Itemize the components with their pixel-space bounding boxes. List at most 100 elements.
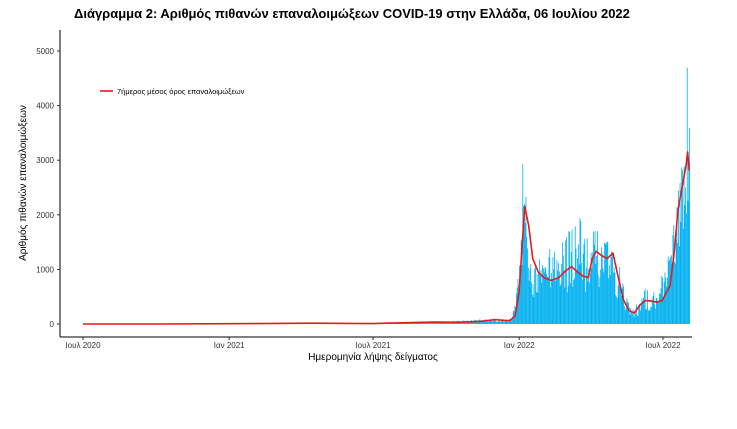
daily-bar	[672, 235, 674, 324]
daily-bar	[427, 322, 429, 324]
y-axis-title: Αριθμός πιθανών επαναλοιμώξεων	[17, 105, 29, 261]
daily-bar	[592, 252, 594, 324]
daily-bar	[628, 302, 629, 324]
daily-bar	[468, 322, 470, 324]
daily-bar	[627, 301, 629, 324]
y-tick-label: 2000	[36, 211, 54, 220]
daily-bar	[615, 295, 617, 324]
daily-bar	[549, 249, 551, 324]
daily-bar	[547, 276, 548, 324]
daily-bar	[561, 263, 563, 324]
daily-bar	[656, 298, 658, 324]
daily-bar	[527, 267, 529, 324]
daily-bar	[504, 320, 506, 324]
daily-bar	[659, 293, 660, 324]
daily-bar	[502, 320, 504, 324]
daily-bar	[496, 321, 497, 324]
x-axis-title: Ημερομηνία λήψης δείγματος	[308, 351, 438, 363]
daily-bars	[86, 67, 691, 324]
daily-bar	[500, 320, 502, 324]
daily-bar	[574, 226, 576, 324]
daily-bar	[582, 253, 584, 324]
daily-bar	[677, 242, 679, 324]
daily-bar	[432, 321, 434, 324]
daily-bar	[556, 260, 558, 324]
daily-bar	[467, 322, 469, 324]
daily-bar	[597, 231, 598, 324]
daily-bar	[610, 257, 612, 324]
daily-bar	[645, 309, 647, 324]
daily-bar	[663, 281, 665, 324]
daily-bar	[640, 304, 642, 324]
x-tick-label: Ιουλ 2020	[65, 341, 101, 350]
daily-bar	[523, 205, 524, 324]
daily-bar	[504, 321, 505, 324]
daily-bar	[630, 308, 632, 324]
daily-bar	[498, 319, 500, 324]
daily-bar	[481, 320, 483, 324]
daily-bar	[646, 308, 648, 324]
daily-bar	[501, 319, 503, 324]
daily-bar	[579, 218, 581, 324]
daily-bar	[643, 298, 644, 324]
y-tick-label: 0	[50, 320, 55, 329]
daily-bar	[440, 322, 442, 324]
daily-bar	[575, 248, 577, 324]
daily-bar	[542, 264, 544, 324]
daily-bar	[541, 282, 543, 324]
daily-bar	[423, 322, 424, 324]
daily-bar	[593, 231, 594, 324]
y-tick-label: 3000	[36, 156, 54, 165]
daily-bar	[636, 315, 638, 324]
daily-bar	[505, 319, 507, 324]
daily-bar	[488, 321, 490, 324]
x-tick-label: Ιουλ 2022	[645, 341, 681, 350]
daily-bar	[580, 220, 582, 324]
daily-bar	[668, 260, 670, 324]
daily-bar	[477, 322, 479, 324]
daily-bar	[428, 323, 430, 324]
daily-bar	[511, 318, 513, 324]
daily-bar	[408, 323, 410, 324]
daily-bar	[643, 291, 645, 324]
daily-bar	[489, 319, 491, 324]
daily-bar	[566, 237, 567, 324]
daily-bar	[578, 264, 580, 324]
daily-bar	[535, 265, 536, 324]
daily-bar	[503, 321, 505, 324]
daily-bar	[559, 285, 561, 324]
daily-bar	[547, 277, 549, 324]
daily-bar	[461, 322, 462, 324]
daily-bar	[614, 272, 616, 324]
daily-bar	[686, 213, 687, 324]
daily-bar	[585, 267, 587, 324]
daily-bar	[569, 231, 571, 324]
daily-bar	[608, 265, 610, 324]
daily-bar	[416, 323, 418, 324]
daily-bar	[678, 246, 680, 324]
daily-bar	[570, 282, 571, 324]
daily-bar	[665, 277, 667, 324]
daily-bar	[500, 321, 501, 324]
daily-bar	[621, 288, 623, 324]
daily-bar	[446, 322, 448, 324]
y-tick-label: 5000	[36, 47, 54, 56]
daily-bar	[450, 322, 451, 324]
daily-bar	[573, 279, 575, 324]
daily-bar	[639, 310, 641, 324]
daily-bar	[682, 170, 683, 324]
daily-bar	[489, 320, 490, 324]
daily-bar	[529, 269, 531, 324]
daily-bar	[664, 272, 666, 324]
daily-bar	[421, 322, 423, 324]
daily-bar	[568, 231, 570, 324]
daily-bar	[655, 297, 657, 324]
daily-bar	[558, 271, 560, 324]
daily-bar	[605, 244, 607, 324]
daily-bar	[438, 321, 439, 324]
daily-bar	[496, 321, 498, 324]
daily-bar	[493, 319, 495, 324]
daily-bar	[678, 190, 679, 324]
daily-bar	[525, 196, 527, 324]
daily-bar	[492, 319, 494, 324]
